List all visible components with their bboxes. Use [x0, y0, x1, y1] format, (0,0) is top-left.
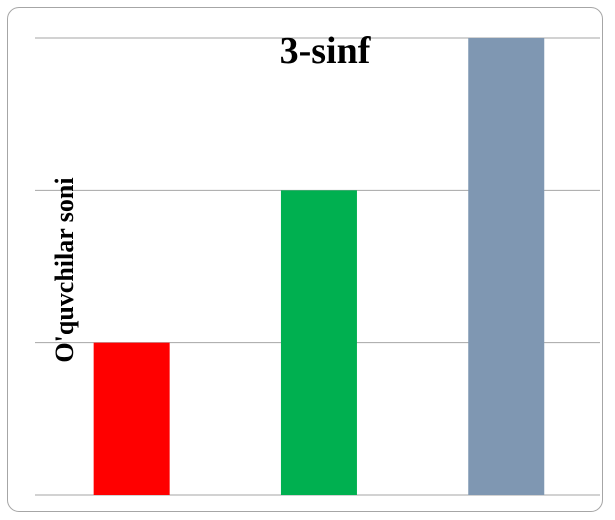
bar-3	[468, 38, 545, 495]
bar-2	[280, 190, 357, 496]
bars	[93, 38, 545, 496]
y-axis-label: O'quvchilar soni	[50, 177, 79, 363]
bar-1	[93, 342, 170, 495]
chart-title: 3-sinf	[279, 30, 371, 72]
